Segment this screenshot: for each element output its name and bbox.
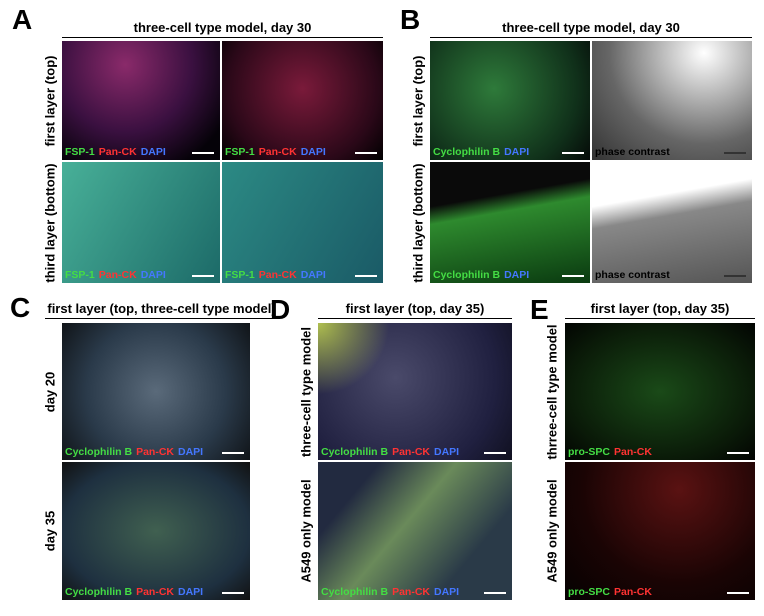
micrograph: FSP-1 Pan-CK DAPI bbox=[222, 162, 383, 283]
caption-word: DAPI bbox=[300, 146, 326, 158]
scale-bar bbox=[724, 152, 746, 154]
micrograph: phase contrast bbox=[592, 41, 752, 160]
caption-word: DAPI bbox=[434, 586, 460, 598]
caption: Cyclophilin B DAPI bbox=[433, 146, 533, 158]
caption: Cyclophilin B Pan-CK DAPI bbox=[321, 586, 463, 598]
caption: pro-SPC Pan-CK bbox=[568, 446, 656, 458]
panel-header: first layer (top, day 35) bbox=[565, 301, 755, 319]
panel-letter: D bbox=[270, 294, 291, 325]
micrograph: pro-SPC Pan-CK bbox=[565, 323, 755, 460]
caption-word: Cyclophilin B bbox=[65, 446, 133, 458]
caption-word: Pan-CK bbox=[614, 586, 652, 598]
scale-bar bbox=[727, 592, 749, 594]
row-label: A549 only model bbox=[298, 479, 314, 583]
caption: phase contrast bbox=[595, 269, 674, 281]
row-label: first layer (top) bbox=[42, 54, 58, 147]
row-label: first layer (top) bbox=[410, 54, 426, 147]
caption-word: Cyclophilin B bbox=[65, 586, 133, 598]
row-label: thrree-cell type model bbox=[544, 323, 560, 460]
caption-word: FSP-1 bbox=[225, 269, 255, 281]
caption: phase contrast bbox=[595, 146, 674, 158]
caption: FSP-1 Pan-CK DAPI bbox=[225, 146, 330, 158]
scale-bar bbox=[355, 275, 377, 277]
caption: FSP-1 Pan-CK DAPI bbox=[225, 269, 330, 281]
caption: FSP-1 Pan-CK DAPI bbox=[65, 146, 170, 158]
row-label: third layer (bottom) bbox=[410, 162, 426, 283]
caption-word: Pan-CK bbox=[258, 146, 297, 158]
panel-letter: B bbox=[400, 4, 421, 35]
caption: FSP-1 Pan-CK DAPI bbox=[65, 269, 170, 281]
caption-word: DAPI bbox=[504, 269, 530, 281]
caption-word: FSP-1 bbox=[65, 269, 95, 281]
caption: Cyclophilin B Pan-CK DAPI bbox=[65, 586, 207, 598]
caption: Cyclophilin B Pan-CK DAPI bbox=[65, 446, 207, 458]
caption-word: DAPI bbox=[504, 146, 530, 158]
scale-bar bbox=[484, 592, 506, 594]
caption-word: DAPI bbox=[140, 269, 166, 281]
scale-bar bbox=[222, 452, 244, 454]
panel-header: first layer (top, three-cell type model) bbox=[45, 301, 278, 319]
caption-word: Pan-CK bbox=[136, 446, 175, 458]
caption-word: phase contrast bbox=[595, 269, 670, 281]
scale-bar bbox=[222, 592, 244, 594]
caption-word: DAPI bbox=[300, 269, 326, 281]
row-label: A549 only model bbox=[544, 479, 560, 583]
micrograph: Cyclophilin B Pan-CK DAPI bbox=[62, 462, 250, 600]
micrograph: FSP-1 Pan-CK DAPI bbox=[62, 162, 220, 283]
panel-header: three-cell type model, day 30 bbox=[430, 20, 752, 38]
micrograph: Cyclophilin B DAPI bbox=[430, 162, 590, 283]
panel-letter: A bbox=[12, 4, 33, 35]
scale-bar bbox=[484, 452, 506, 454]
caption-word: Pan-CK bbox=[258, 269, 297, 281]
caption-word: pro-SPC bbox=[568, 446, 610, 458]
caption-word: DAPI bbox=[434, 446, 460, 458]
micrograph: Cyclophilin B DAPI bbox=[430, 41, 590, 160]
caption-word: Pan-CK bbox=[614, 446, 652, 458]
micrograph: FSP-1 Pan-CK DAPI bbox=[222, 41, 383, 160]
caption: Cyclophilin B DAPI bbox=[433, 269, 533, 281]
micrograph: FSP-1 Pan-CK DAPI bbox=[62, 41, 220, 160]
panel-letter: E bbox=[530, 294, 549, 325]
micrograph: Cyclophilin B Pan-CK DAPI bbox=[318, 462, 512, 600]
scale-bar bbox=[355, 152, 377, 154]
caption-word: pro-SPC bbox=[568, 586, 610, 598]
micrograph: Cyclophilin B Pan-CK DAPI bbox=[318, 323, 512, 460]
panel-header: three-cell type model, day 30 bbox=[62, 20, 383, 38]
panel-header: first layer (top, day 35) bbox=[318, 301, 512, 319]
caption: Cyclophilin B Pan-CK DAPI bbox=[321, 446, 463, 458]
scale-bar bbox=[562, 275, 584, 277]
scale-bar bbox=[562, 152, 584, 154]
scale-bar bbox=[192, 275, 214, 277]
caption-word: Cyclophilin B bbox=[433, 146, 501, 158]
micrograph: pro-SPC Pan-CK bbox=[565, 462, 755, 600]
scale-bar bbox=[724, 275, 746, 277]
row-label: day 20 bbox=[42, 371, 58, 412]
row-label: day 35 bbox=[42, 510, 58, 552]
caption-word: Cyclophilin B bbox=[321, 446, 389, 458]
row-label: three-cell type model bbox=[298, 326, 314, 457]
caption-word: Cyclophilin B bbox=[321, 586, 389, 598]
caption: pro-SPC Pan-CK bbox=[568, 586, 656, 598]
caption-word: Cyclophilin B bbox=[433, 269, 501, 281]
micrograph: phase contrast bbox=[592, 162, 752, 283]
scale-bar bbox=[727, 452, 749, 454]
scale-bar bbox=[192, 152, 214, 154]
caption-word: Pan-CK bbox=[392, 446, 431, 458]
panel-letter: C bbox=[10, 292, 31, 323]
caption-word: Pan-CK bbox=[98, 269, 137, 281]
row-label: third layer (bottom) bbox=[42, 162, 58, 283]
caption-word: Pan-CK bbox=[136, 586, 175, 598]
caption-word: FSP-1 bbox=[225, 146, 255, 158]
caption-word: Pan-CK bbox=[392, 586, 431, 598]
micrograph: Cyclophilin B Pan-CK DAPI bbox=[62, 323, 250, 460]
caption-word: phase contrast bbox=[595, 146, 670, 158]
caption-word: DAPI bbox=[140, 146, 166, 158]
caption-word: DAPI bbox=[178, 446, 204, 458]
caption-word: Pan-CK bbox=[98, 146, 137, 158]
caption-word: DAPI bbox=[178, 586, 204, 598]
caption-word: FSP-1 bbox=[65, 146, 95, 158]
